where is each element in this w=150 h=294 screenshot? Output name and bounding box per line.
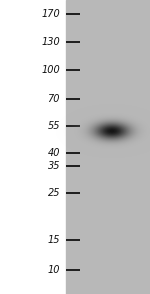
Text: 55: 55 bbox=[48, 121, 60, 131]
Text: 70: 70 bbox=[48, 94, 60, 104]
Text: 25: 25 bbox=[48, 188, 60, 198]
Text: 10: 10 bbox=[48, 265, 60, 275]
Bar bbox=[66, 0, 150, 294]
Text: 170: 170 bbox=[41, 9, 60, 19]
Text: 100: 100 bbox=[41, 65, 60, 75]
Text: 40: 40 bbox=[48, 148, 60, 158]
Text: 130: 130 bbox=[41, 37, 60, 47]
Text: 35: 35 bbox=[48, 161, 60, 171]
Text: 15: 15 bbox=[48, 235, 60, 245]
